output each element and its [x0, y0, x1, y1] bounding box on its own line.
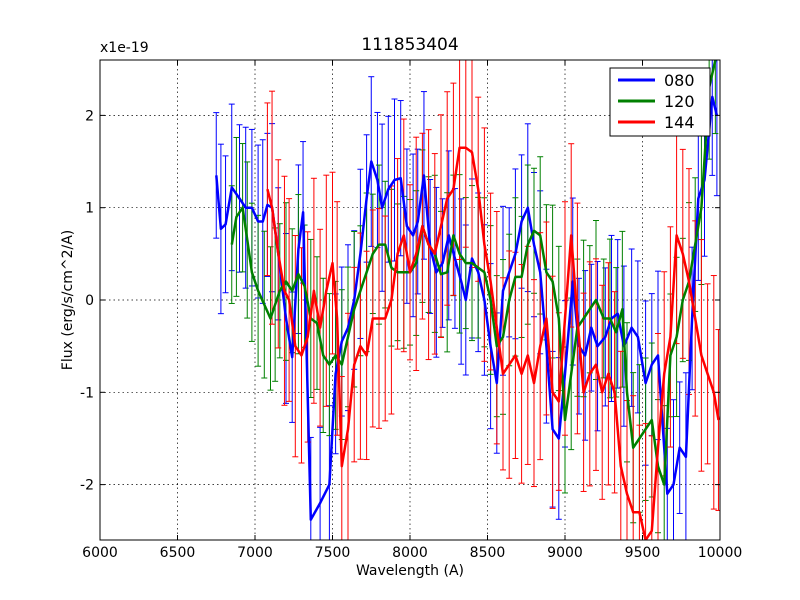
- errorbar-080: [317, 426, 324, 540]
- series-lines: [215, 60, 720, 540]
- x-tick-label: 10000: [698, 545, 743, 561]
- legend-label-144: 144: [664, 113, 695, 132]
- errorbar-080: [213, 112, 220, 239]
- y-tick-label: 2: [85, 108, 94, 124]
- legend-label-080: 080: [664, 71, 695, 90]
- errorbar-144: [456, 60, 463, 261]
- x-tick-label: 6000: [82, 545, 118, 561]
- series-line-080: [215, 95, 719, 521]
- y-scale-label: x1e-19: [100, 40, 149, 56]
- chart-title: 111853404: [361, 35, 458, 55]
- errorbar-120: [712, 60, 719, 135]
- series-line-120: [230, 60, 717, 486]
- errorbar-144: [462, 60, 469, 248]
- errorbar-080: [670, 399, 677, 540]
- y-axis-label: Flux (erg/s/cm^2/A): [60, 230, 76, 370]
- y-tick-label: 0: [85, 293, 94, 309]
- y-tick-label: 1: [85, 201, 94, 217]
- x-tick-label: 9500: [625, 545, 661, 561]
- x-tick-label: 8500: [470, 545, 506, 561]
- errorbar-120: [228, 185, 235, 304]
- x-tick-label: 8000: [392, 545, 428, 561]
- ticks: 6000 6500 7000 7500 8000 8500 9000 9500 10000 -2 -…: [80, 60, 742, 561]
- x-tick-label: 7000: [237, 545, 273, 561]
- errorbar-144: [636, 424, 643, 540]
- legend-label-120: 120: [664, 92, 695, 111]
- x-axis-label: Wavelength (A): [356, 563, 464, 579]
- legend: 080 120 144: [609, 67, 711, 137]
- x-tick-label: 6500: [160, 545, 196, 561]
- errorbar-144: [630, 395, 637, 540]
- y-tick-label: -1: [80, 385, 94, 401]
- errorbar-144: [617, 350, 624, 540]
- errorbar-080: [713, 60, 720, 197]
- series-line-144: [266, 146, 720, 540]
- y-tick-label: -2: [80, 478, 94, 494]
- x-tick-label: 7500: [315, 545, 351, 561]
- errorbar-144: [642, 423, 649, 540]
- x-tick-label: 9000: [547, 545, 583, 561]
